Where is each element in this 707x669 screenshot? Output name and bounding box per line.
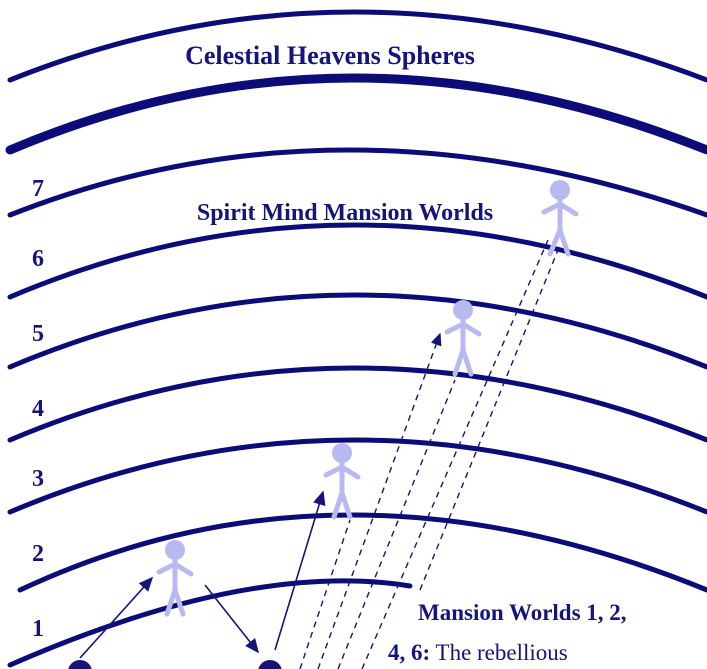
world-arc: [10, 295, 707, 367]
page: Celestial Heavens Spheres Spirit Mind Ma…: [0, 0, 707, 669]
caption-line: Mansion Worlds 1, 2,: [418, 600, 627, 625]
figure: [447, 300, 479, 374]
caption-bold: 4, 6:: [388, 640, 430, 665]
world-arc: [20, 515, 707, 590]
level-label: 5: [32, 321, 44, 347]
arrow: [205, 585, 258, 652]
level-label: 4: [32, 396, 44, 422]
level-label: 2: [32, 541, 44, 567]
level-label: 6: [32, 246, 44, 272]
subtitle: Spirit Mind Mansion Worlds: [197, 200, 493, 226]
title: Celestial Heavens Spheres: [185, 41, 475, 70]
figure-head: [258, 660, 282, 669]
figure: [544, 180, 576, 254]
world-arc: [10, 225, 707, 297]
figure-head: [68, 660, 92, 669]
level-label: 3: [32, 466, 44, 492]
level-label: 7: [32, 176, 44, 202]
caption-text: The rebellious: [436, 640, 568, 665]
world-arc: [10, 368, 707, 440]
world-arc: [10, 581, 410, 665]
figure: [326, 443, 358, 517]
spheres: [10, 12, 707, 665]
level-label: 1: [32, 616, 44, 642]
heaven-arc: [10, 78, 707, 150]
caption-line: 4, 6: The rebellious: [388, 640, 568, 665]
dashed-path: [338, 380, 455, 669]
diagram: Celestial Heavens Spheres Spirit Mind Ma…: [0, 0, 707, 669]
